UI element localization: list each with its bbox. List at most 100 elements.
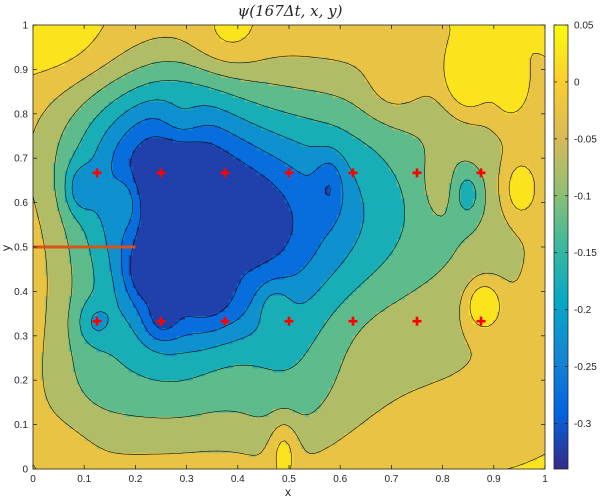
contour-cell — [136, 319, 142, 324]
contour-cell — [200, 371, 206, 377]
contour-cell — [332, 444, 338, 450]
contour-cell — [196, 456, 202, 462]
contour-cell — [144, 355, 150, 361]
contour-cell — [488, 428, 494, 433]
contour-cell — [116, 452, 122, 458]
contour-cell — [128, 327, 134, 333]
contour-cell — [528, 392, 534, 397]
contour-cell — [368, 319, 374, 324]
contour-cell — [532, 428, 538, 433]
contour-cell — [128, 436, 134, 442]
contour-cell — [516, 436, 522, 442]
contour-cell — [76, 347, 82, 353]
contour-cell — [48, 460, 54, 466]
contour-cell — [464, 351, 470, 357]
contour-cell — [200, 387, 206, 393]
contour-cell — [204, 363, 210, 369]
contour-cell — [180, 319, 186, 324]
contour-cell — [336, 383, 342, 389]
contour-cell — [524, 412, 530, 417]
contour-cell — [488, 392, 494, 397]
contour-cell — [172, 311, 178, 316]
contour-cell — [512, 387, 518, 393]
contour-cell — [488, 351, 494, 357]
contour-cell — [136, 464, 142, 470]
contour-cell — [264, 343, 270, 349]
contour-cell — [372, 375, 378, 381]
contour-cell — [384, 383, 390, 389]
contour-cell — [256, 311, 262, 316]
contour-cell — [436, 335, 442, 341]
contour-cell — [240, 319, 246, 324]
contour-cell — [308, 456, 314, 462]
contour-cell — [216, 456, 222, 462]
contour-cell — [120, 444, 126, 450]
contour-cell — [400, 347, 406, 353]
contour-cell — [108, 387, 114, 393]
contour-cell — [488, 367, 494, 373]
contour-cell — [208, 456, 214, 462]
contour-cell — [116, 416, 122, 421]
contour-cell — [192, 448, 198, 454]
contour-cell — [244, 464, 250, 470]
contour-cell — [536, 444, 542, 450]
contour-cell — [516, 339, 522, 345]
contour-cell — [280, 351, 286, 357]
contour-cell — [472, 400, 478, 405]
contour-cell — [188, 331, 194, 337]
contour-cell — [400, 379, 406, 385]
contour-cell — [56, 351, 62, 357]
contour-cell — [532, 359, 538, 365]
contour-cell — [232, 460, 238, 466]
contour-cell — [260, 387, 266, 393]
contour-cell — [124, 363, 130, 369]
contour-cell — [172, 444, 178, 450]
contour-cell — [60, 347, 66, 353]
contour-cell — [216, 444, 222, 450]
contour-cell — [300, 440, 306, 446]
contour-cell — [440, 331, 446, 337]
contour-cell — [264, 448, 270, 454]
contour-cell — [528, 396, 534, 401]
contour-cell — [268, 343, 274, 349]
contour-cell — [272, 379, 278, 385]
contour-cell — [540, 359, 546, 365]
contour-cell — [228, 387, 234, 393]
contour-cell — [108, 327, 114, 333]
contour-cell — [220, 436, 226, 442]
contour-cell — [352, 464, 358, 470]
contour-cell — [272, 383, 278, 389]
contour-cell — [332, 371, 338, 377]
contour-cell — [240, 383, 246, 389]
contour-cell — [432, 335, 438, 341]
contour-cell — [436, 331, 442, 337]
contour-cell — [352, 400, 358, 405]
contour-cell — [316, 367, 322, 373]
contour-cell — [148, 408, 154, 413]
contour-cell — [484, 440, 490, 446]
contour-cell — [140, 323, 146, 329]
contour-cell — [260, 367, 266, 373]
contour-cell — [116, 428, 122, 433]
contour-cell — [208, 383, 214, 389]
contour-cell — [336, 440, 342, 446]
contour-cell — [152, 343, 158, 349]
contour-cell — [476, 311, 482, 316]
contour-cell — [168, 335, 174, 341]
contour-cell — [176, 383, 182, 389]
contour-cell — [252, 335, 258, 341]
contour-cell — [444, 464, 450, 470]
contour-cell — [220, 335, 226, 341]
contour-cell — [316, 339, 322, 345]
contour-cell — [420, 452, 426, 458]
contour-cell — [416, 428, 422, 433]
contour-cell — [164, 416, 170, 421]
contour-cell — [280, 359, 286, 365]
contour-cell — [436, 416, 442, 421]
contour-cell — [272, 416, 278, 421]
contour-cell — [520, 355, 526, 361]
contour-cell — [368, 323, 374, 329]
contour-cell — [528, 323, 534, 329]
contour-cell — [340, 331, 346, 337]
contour-cell — [492, 408, 498, 413]
